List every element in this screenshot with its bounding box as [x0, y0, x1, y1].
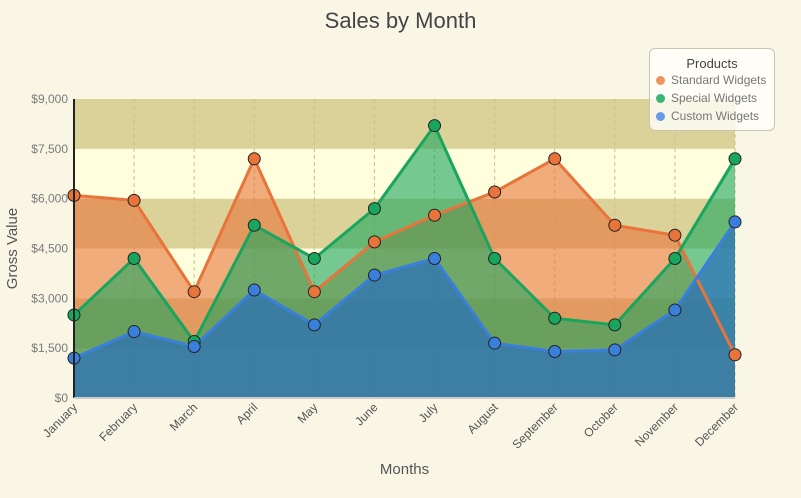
data-point: [307, 318, 321, 332]
data-point: [187, 340, 201, 354]
x-tick-label: March: [167, 400, 200, 433]
data-point: [728, 215, 742, 229]
data-point: [488, 185, 502, 199]
data-point: [488, 251, 502, 265]
data-point: [608, 318, 622, 332]
x-tick-label: December: [692, 400, 741, 449]
data-point: [187, 285, 201, 299]
data-point: [367, 268, 381, 282]
data-point: [608, 343, 622, 357]
data-point: [367, 235, 381, 249]
data-point: [428, 119, 442, 133]
data-point: [668, 303, 682, 317]
data-point: [127, 251, 141, 265]
data-point: [548, 311, 562, 325]
data-point: [728, 152, 742, 166]
x-tick-label: July: [416, 400, 441, 425]
y-tick-label: $1,500: [31, 341, 68, 355]
data-point: [548, 152, 562, 166]
data-point: [428, 251, 442, 265]
x-tick-label: April: [234, 400, 261, 427]
series-line-0: [73, 157, 737, 356]
y-tick-label: $4,500: [31, 242, 68, 256]
plot-band: [74, 99, 735, 149]
legend: Products Standard Widgets Special Widget…: [649, 48, 775, 131]
data-point: [367, 202, 381, 216]
data-point: [668, 228, 682, 242]
x-tick-label: June: [352, 400, 381, 429]
legend-item-custom[interactable]: Custom Widgets: [656, 107, 774, 125]
x-tick-label: November: [632, 400, 681, 449]
y-tick-label: $7,500: [31, 142, 68, 156]
area-2: [74, 221, 735, 398]
x-tick-label: February: [96, 400, 140, 444]
data-point: [307, 251, 321, 265]
data-point: [247, 283, 261, 297]
x-axis-title: Months: [380, 461, 429, 478]
y-tick-label: $3,000: [31, 291, 68, 305]
legend-marker-icon: [656, 112, 665, 121]
data-point: [728, 348, 742, 362]
data-point: [548, 344, 562, 358]
y-tick-label: $9,000: [31, 92, 68, 106]
legend-marker-icon: [656, 94, 665, 103]
data-point: [127, 325, 141, 339]
data-point: [247, 218, 261, 232]
x-tick-label: August: [464, 400, 501, 437]
data-point: [307, 285, 321, 299]
data-point: [488, 336, 502, 350]
chart-title: Sales by Month: [324, 8, 477, 33]
data-point: [127, 193, 141, 207]
data-point: [608, 218, 622, 232]
x-tick-label: October: [581, 400, 621, 440]
y-axis-title: Gross Value: [4, 208, 21, 289]
x-tick-label: January: [40, 400, 80, 440]
legend-marker-icon: [656, 76, 665, 85]
data-point: [247, 152, 261, 166]
y-tick-label: $6,000: [31, 192, 68, 206]
x-tick-label: May: [295, 400, 321, 426]
legend-item-special[interactable]: Special Widgets: [656, 89, 774, 107]
data-point: [428, 208, 442, 222]
data-point: [668, 251, 682, 265]
legend-title: Products: [686, 56, 738, 71]
series-line-1: [72, 124, 737, 344]
legend-item-standard[interactable]: Standard Widgets: [656, 71, 774, 89]
series-line-2: [73, 221, 737, 360]
x-tick-label: September: [509, 400, 560, 451]
y-tick-label: $0: [55, 391, 69, 405]
